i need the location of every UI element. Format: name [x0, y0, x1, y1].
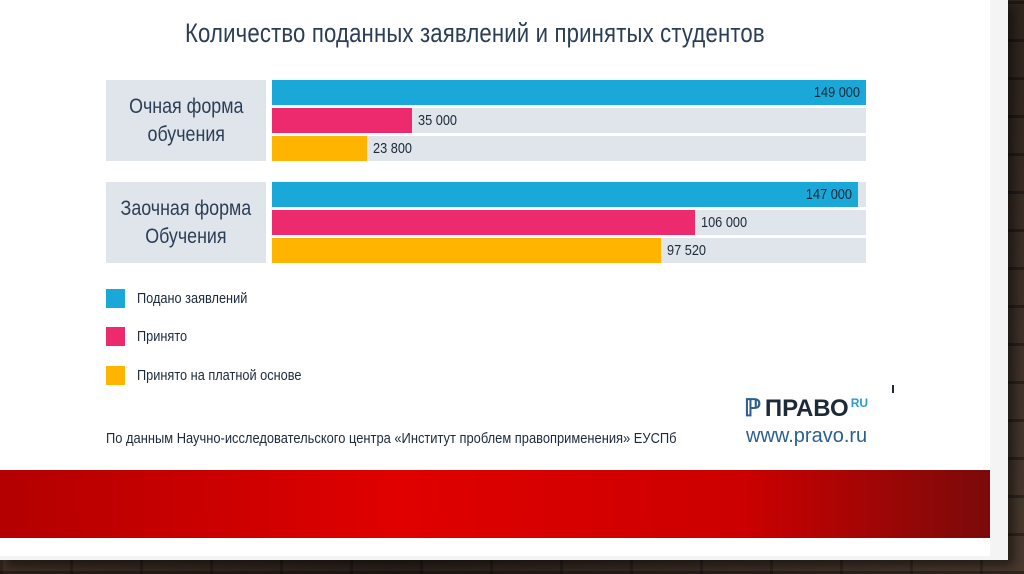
- chart: Количество поданных заявлений и принятых…: [106, 18, 894, 447]
- slide-content: Количество поданных заявлений и принятых…: [0, 0, 990, 556]
- bar-accepted: [272, 210, 695, 235]
- pravo-logo-text: ПРАВО: [764, 395, 849, 422]
- bar-applications: [272, 80, 866, 105]
- bar-value-label: 97 520: [667, 242, 707, 259]
- category-label-line: Заочная форма: [120, 196, 252, 220]
- slide: Количество поданных заявлений и принятых…: [0, 0, 1008, 560]
- slide-footer-band: [0, 470, 990, 538]
- legend-label: Подано заявлений: [137, 290, 248, 307]
- pravo-logo-icon: ℙ: [744, 395, 761, 422]
- category-label-text: Очная форма обучения: [129, 93, 243, 149]
- bar-applications: [272, 182, 858, 207]
- bar-value-label: 149 000: [813, 84, 860, 101]
- slide-bottom-strip: [0, 538, 990, 556]
- chart-title: Количество поданных заявлений и принятых…: [185, 18, 765, 48]
- bar-accepted_paid: [272, 238, 661, 263]
- pravo-logo[interactable]: ℙ ПРАВО RU: [744, 395, 868, 423]
- bar-value-label: 106 000: [701, 214, 748, 231]
- source-note: По данным Научно-исследовательского цент…: [106, 430, 677, 447]
- bar-value-label: 35 000: [418, 112, 458, 129]
- legend-label: Принято: [137, 328, 188, 345]
- legend-label: Принято на платной основе: [137, 367, 302, 384]
- bar-value-label: 23 800: [373, 140, 413, 157]
- category-label-line: обучения: [147, 122, 225, 146]
- category-label-line: Обучения: [145, 224, 227, 248]
- category-label: Очная форма обучения: [106, 80, 266, 161]
- category-label: Заочная форма Обучения: [106, 182, 266, 263]
- legend-swatch-accepted: [106, 327, 125, 346]
- pravo-logo-suffix: RU: [850, 396, 869, 410]
- bar-track: [272, 136, 866, 161]
- bar-accepted_paid: [272, 136, 367, 161]
- category-label-text: Заочная форма Обучения: [121, 195, 252, 251]
- bar-accepted: [272, 108, 412, 133]
- bar-value-label: 147 000: [805, 186, 852, 203]
- legend-swatch-accepted_paid: [106, 366, 125, 385]
- pravo-url-link[interactable]: www.pravo.ru: [746, 425, 868, 447]
- category-label-line: Очная форма: [128, 94, 244, 118]
- legend-swatch-applications: [106, 289, 125, 308]
- stray-mark: [892, 385, 894, 393]
